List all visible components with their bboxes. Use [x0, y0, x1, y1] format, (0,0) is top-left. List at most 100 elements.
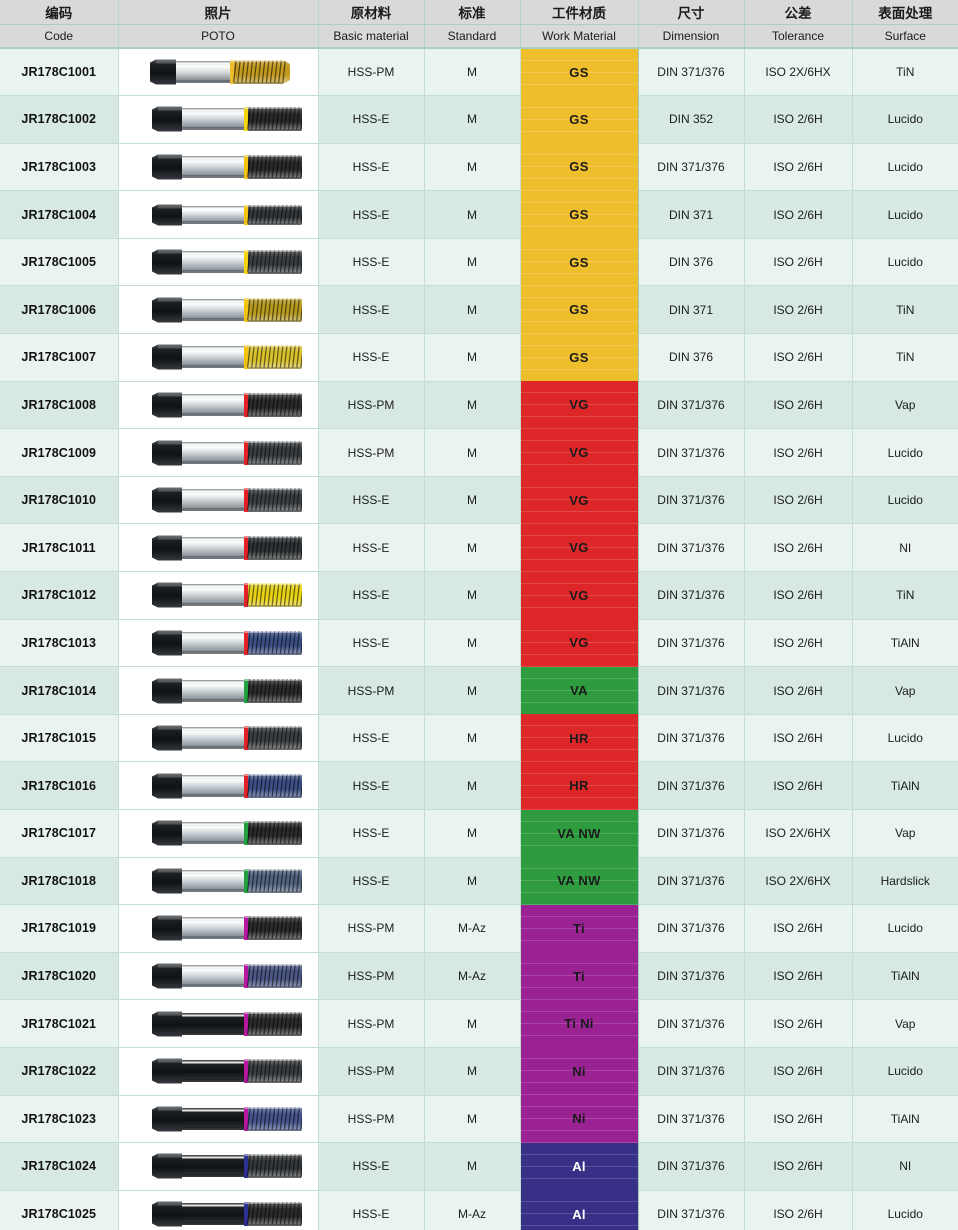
table-row[interactable]: JR178C1007 [0, 333, 958, 382]
table-row[interactable]: JR178C1004 [0, 190, 958, 239]
cell-photo [117, 952, 319, 1001]
cell-standard: M [423, 48, 521, 97]
table-row[interactable]: JR178C1017 [0, 809, 958, 858]
cell-standard: M [423, 523, 521, 573]
cell-work-material: GS [519, 143, 639, 191]
cell-basic-material: HSS-E [317, 476, 425, 525]
cell-code: JR178C1025 [0, 1190, 119, 1230]
cell-photo [117, 95, 319, 144]
work-material-label: GS [569, 254, 589, 270]
cell-basic-material: HSS-E [317, 523, 425, 573]
work-material-label: Ni [572, 1063, 586, 1079]
cell-dimension: DIN 371/376 [637, 761, 745, 810]
table-row[interactable]: JR178C1008 [0, 381, 958, 430]
cell-tolerance: ISO 2/6H [743, 1190, 853, 1230]
cell-basic-material: HSS-E [317, 285, 425, 335]
cell-surface: Lucido [851, 143, 958, 192]
cell-tolerance: ISO 2/6H [743, 333, 853, 382]
cell-tolerance: ISO 2/6H [743, 1047, 853, 1096]
cell-standard: M [423, 571, 521, 620]
table-row[interactable]: JR178C1005 [0, 238, 958, 287]
cell-tolerance: ISO 2/6H [743, 143, 853, 192]
cell-surface: Hardslick [851, 857, 958, 906]
table-row[interactable]: JR178C1016 [0, 761, 958, 810]
cell-photo [117, 857, 319, 906]
cell-standard: M [423, 619, 521, 668]
work-material-label: GS [569, 349, 589, 365]
cell-standard: M [423, 1047, 521, 1096]
table-row[interactable]: JR178C1024 [0, 1142, 958, 1191]
cell-code: JR178C1011 [0, 523, 119, 573]
table-row[interactable]: JR178C1023 [0, 1095, 958, 1144]
column-header-tolerance-cn: 公差 [743, 0, 853, 25]
tap-tool-image [134, 106, 302, 132]
tap-tool-image [134, 725, 302, 751]
table-row[interactable]: JR178C1013 [0, 619, 958, 668]
cell-tolerance: ISO 2/6H [743, 904, 853, 953]
table-row[interactable]: JR178C1019 [0, 904, 958, 953]
table-row[interactable]: JR178C1018 [0, 857, 958, 906]
table-row[interactable]: JR178C1015 [0, 714, 958, 763]
tap-tool-image [134, 202, 302, 228]
work-material-label: VG [569, 587, 589, 603]
cell-photo [117, 999, 319, 1048]
header-row-english: Code POTO Basic material Standard Work M… [0, 24, 958, 49]
cell-photo [117, 238, 319, 287]
table-row[interactable]: JR178C1020 [0, 952, 958, 1001]
cell-work-material: GS [519, 333, 639, 382]
cell-tolerance: ISO 2/6H [743, 666, 853, 715]
tap-tool-image [134, 344, 302, 370]
tap-tool-image [134, 963, 302, 989]
cell-dimension: DIN 371/376 [637, 476, 745, 525]
work-material-label: Al [572, 1206, 586, 1222]
work-material-label: Ti [573, 920, 585, 936]
cell-code: JR178C1016 [0, 761, 119, 810]
column-header-surface-en: Surface [851, 24, 958, 49]
table-row[interactable]: JR178C1006 [0, 285, 958, 335]
cell-dimension: DIN 371/376 [637, 904, 745, 953]
cell-standard: M [423, 857, 521, 906]
cell-surface: TiAlN [851, 761, 958, 810]
cell-photo [117, 1047, 319, 1096]
tap-tool-image [134, 439, 302, 466]
cell-tolerance: ISO 2X/6HX [743, 809, 853, 858]
cell-basic-material: HSS-PM [317, 1047, 425, 1096]
table-row[interactable]: JR178C1009 [0, 428, 958, 477]
cell-code: JR178C1023 [0, 1095, 119, 1144]
cell-standard: M-Az [423, 1190, 521, 1230]
tap-tool-image [134, 153, 302, 180]
cell-surface: TiAlN [851, 1095, 958, 1144]
cell-dimension: DIN 371/376 [637, 809, 745, 858]
table-row[interactable]: JR178C1001 [0, 48, 958, 97]
table-row[interactable]: JR178C1012 [0, 571, 958, 620]
cell-work-material: VG [519, 381, 639, 429]
cell-basic-material: HSS-E [317, 238, 425, 287]
cell-surface: Vap [851, 381, 958, 430]
work-material-label: VG [569, 397, 589, 413]
cell-photo [117, 904, 319, 953]
table-row[interactable]: JR178C1002 [0, 95, 958, 144]
cell-basic-material: HSS-E [317, 571, 425, 620]
tap-tool-image [134, 296, 302, 323]
cell-work-material: HR [519, 761, 639, 810]
tap-tool-image [134, 1153, 302, 1179]
cell-code: JR178C1018 [0, 857, 119, 906]
table-row[interactable]: JR178C1010 [0, 476, 958, 525]
cell-dimension: DIN 371/376 [637, 48, 745, 97]
table-row[interactable]: JR178C1022 [0, 1047, 958, 1096]
cell-code: JR178C1005 [0, 238, 119, 287]
cell-work-material: GS [519, 190, 639, 239]
cell-dimension: DIN 352 [637, 95, 745, 144]
table-row[interactable]: JR178C1003 [0, 143, 958, 192]
table-row[interactable]: JR178C1011 [0, 523, 958, 573]
cell-basic-material: HSS-PM [317, 999, 425, 1048]
work-material-label: HR [569, 778, 589, 794]
table-row[interactable]: JR178C1021 [0, 999, 958, 1048]
cell-code: JR178C1014 [0, 666, 119, 715]
table-row[interactable]: JR178C1025 [0, 1190, 958, 1230]
work-material-label: GS [569, 207, 589, 223]
table-row[interactable]: JR178C1014 [0, 666, 958, 715]
cell-surface: TiAlN [851, 619, 958, 668]
cell-work-material: HR [519, 714, 639, 762]
cell-work-material: VG [519, 571, 639, 620]
